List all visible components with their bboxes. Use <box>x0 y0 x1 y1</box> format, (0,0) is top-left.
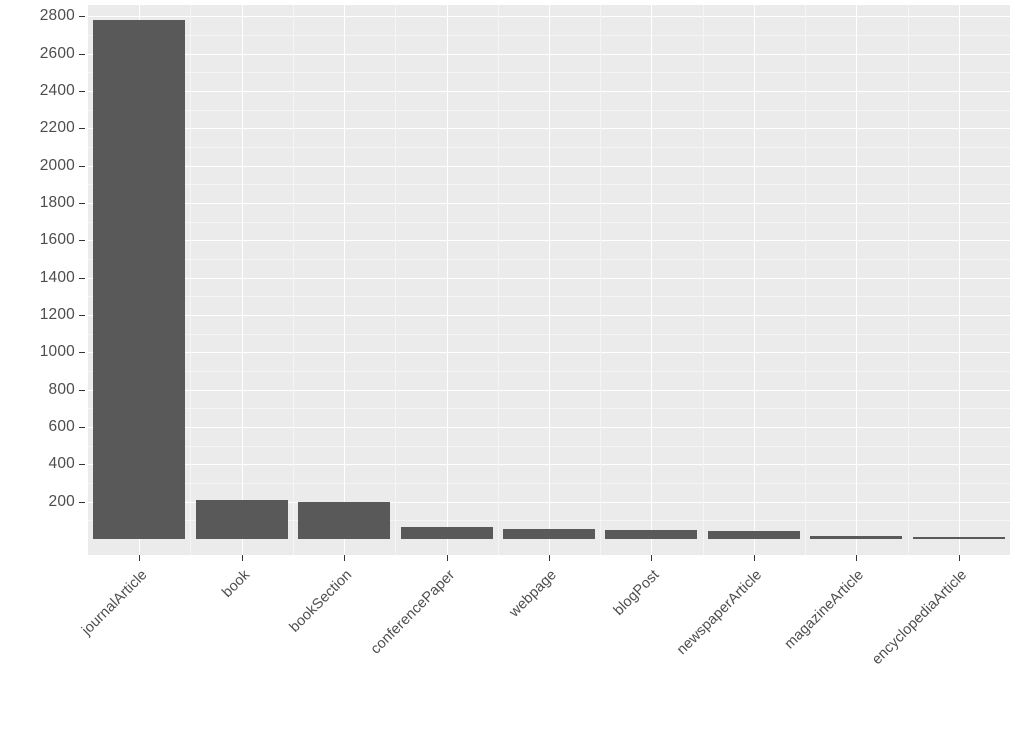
y-tick-mark <box>79 427 85 428</box>
y-tick-mark <box>79 464 85 466</box>
bar-book <box>195 499 288 539</box>
x-tick-label-conferencePaper: conferencePaper <box>367 567 458 658</box>
x-tick-mark <box>651 555 653 561</box>
x-tick-mark <box>344 555 346 561</box>
gridline-major-x <box>856 5 858 555</box>
y-tick-label: 1400 <box>39 268 75 286</box>
y-tick-label: 1000 <box>39 343 75 361</box>
y-tick-mark <box>79 240 85 242</box>
x-tick-label-bookSection: bookSection <box>286 567 356 636</box>
y-tick-mark <box>79 165 85 167</box>
y-tick-label: 1200 <box>39 305 75 323</box>
y-tick-mark <box>79 389 85 391</box>
y-tick-mark <box>79 202 85 204</box>
gridline-minor-x <box>600 5 602 555</box>
bar-encyclopediaArticle <box>912 536 1005 539</box>
x-tick-mark <box>139 555 141 561</box>
bar-magazineArticle <box>810 535 903 539</box>
y-tick-mark <box>79 314 85 316</box>
y-tick-mark <box>79 277 85 279</box>
y-tick-label: 1600 <box>39 231 75 249</box>
gridline-minor-x <box>702 5 704 555</box>
x-tick-mark <box>549 555 550 561</box>
y-tick-mark <box>79 53 85 55</box>
x-axis: journalArticle book bookSection conferenceP… <box>0 555 1024 731</box>
y-tick-label: 2800 <box>39 7 75 25</box>
y-tick-label: 400 <box>48 455 75 473</box>
x-tick-label-magazineArticle: magazineArticle <box>781 567 868 653</box>
x-tick-label-newspaperArticle: newspaperArticle <box>673 567 766 659</box>
y-tick-mark <box>79 90 85 92</box>
plot-panel <box>88 5 1010 555</box>
y-tick-mark <box>79 16 85 18</box>
y-tick-label: 2200 <box>39 119 75 137</box>
y-tick-label: 2400 <box>39 81 75 99</box>
gridline-major-x <box>446 5 448 555</box>
gridline-minor-x <box>497 5 499 555</box>
x-tick-mark <box>958 555 960 561</box>
x-tick-mark <box>753 555 755 561</box>
x-tick-mark <box>446 555 448 561</box>
bar-conferencePaper <box>400 527 493 539</box>
gridline-minor-x <box>395 5 397 555</box>
y-tick-label: 800 <box>48 380 75 398</box>
bar-journalArticle <box>93 19 186 539</box>
gridline-minor-x <box>907 5 909 555</box>
x-tick-label-encyclopediaArticle: encyclopediaArticle <box>868 567 970 668</box>
x-tick-mark <box>856 555 858 561</box>
y-tick-mark <box>79 501 85 503</box>
bar-newspaperArticle <box>707 530 800 539</box>
x-tick-label-webpage: webpage <box>506 567 560 621</box>
gridline-major-x <box>344 5 346 555</box>
x-tick-label-blogPost: blogPost <box>611 567 663 619</box>
x-tick-label-journalArticle: journalArticle <box>79 567 151 639</box>
gridline-major-x <box>549 5 550 555</box>
gridline-minor-x <box>805 5 807 555</box>
x-tick-mark <box>241 555 243 561</box>
y-tick-label: 2600 <box>39 44 75 62</box>
bar-blogPost <box>605 530 698 539</box>
y-axis: 200 400 600 800 1000 1200 1400 1600 1800 2000 2200… <box>0 0 88 560</box>
y-tick-label: 600 <box>48 418 75 435</box>
bar-bookSection <box>298 501 391 539</box>
gridline-major-x <box>753 5 755 555</box>
bar-webpage <box>502 529 596 539</box>
y-tick-label: 2000 <box>39 156 75 174</box>
gridline-major-x <box>651 5 653 555</box>
gridline-major-x <box>958 5 960 555</box>
gridline-minor-x <box>190 5 192 555</box>
y-tick-label: 1800 <box>39 193 75 211</box>
y-tick-label: 200 <box>48 492 75 510</box>
y-tick-mark <box>79 352 85 354</box>
gridline-major-x <box>241 5 243 555</box>
y-tick-mark <box>79 128 85 130</box>
x-tick-label-book: book <box>219 567 253 601</box>
gridline-minor-x <box>292 5 294 555</box>
